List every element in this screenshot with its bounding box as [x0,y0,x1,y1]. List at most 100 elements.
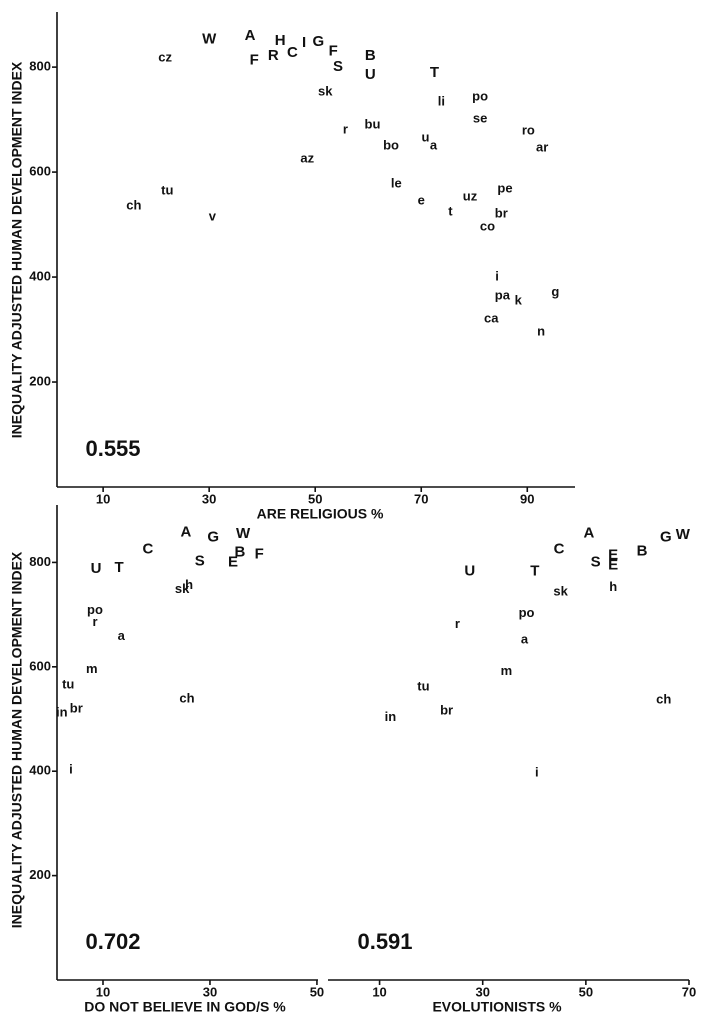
point-label: C [554,540,565,557]
point-label: R [268,47,279,64]
y-axis-label: INEQUALITY ADJUSTED HUMAN DEVELOPMENT IN… [9,61,25,438]
point-label: E [608,557,618,574]
point-label: G [313,33,325,50]
point-label: S [333,58,343,75]
x-tick-label: 10 [96,491,110,506]
point-label: I [302,34,306,51]
point-label: ch [126,198,141,213]
y-tick-label: 200 [29,867,51,882]
point-label: ch [656,692,671,707]
x-tick-label: 30 [202,491,216,506]
point-label: T [430,64,439,81]
point-label: ar [536,139,548,154]
point-label: W [202,30,217,47]
point-label: F [250,51,259,68]
x-tick-label: 70 [414,491,428,506]
y-tick-label: 800 [29,59,51,74]
point-label: i [69,762,73,777]
point-label: a [118,628,126,643]
point-label: i [535,765,539,780]
point-label: G [207,528,219,545]
point-label: T [530,562,539,579]
point-label: H [275,32,286,49]
point-label: G [660,528,672,545]
point-label: bu [365,116,381,131]
point-label: W [676,526,691,543]
point-label: u [422,129,430,144]
point-label: in [385,709,397,724]
point-label: A [584,525,595,542]
point-label: S [195,552,205,569]
x-axis-label: EVOLUTIONISTS % [432,999,562,1015]
point-label: C [287,44,298,61]
point-label: tu [161,182,173,197]
point-label: li [438,94,445,109]
point-label: T [114,559,123,576]
point-label: ro [522,123,535,138]
point-label: sk [318,84,333,99]
annotation: 0.702 [85,929,140,954]
x-tick-label: 90 [520,491,534,506]
point-label: sk [553,584,568,599]
x-axis-label: DO NOT BELIEVE IN GOD/S % [84,999,286,1015]
point-label: k [515,293,523,308]
point-label: n [537,324,545,339]
point-label: r [92,614,97,629]
point-label: bo [383,137,399,152]
point-label: B [365,47,376,64]
point-label: h [185,577,193,592]
x-tick-label: 50 [310,984,324,999]
point-label: ch [179,691,194,706]
point-label: v [209,209,217,224]
y-tick-label: 400 [29,268,51,283]
point-label: m [86,661,98,676]
point-label: r [343,122,348,137]
point-label: e [418,192,425,207]
point-label: A [245,27,256,44]
point-label: m [501,663,513,678]
point-label: S [591,553,601,570]
y-axis-label: INEQUALITY ADJUSTED HUMAN DEVELOPMENT IN… [9,551,25,928]
point-label: F [329,42,338,59]
point-label: tu [62,677,74,692]
x-tick-label: 50 [308,491,322,506]
point-label: a [521,632,529,647]
point-label: r [455,616,460,631]
point-label: F [255,546,264,563]
point-label: se [473,111,487,126]
point-label: po [472,88,488,103]
x-axis-label: ARE RELIGIOUS % [257,506,384,522]
point-label: po [87,602,103,617]
point-label: t [448,203,453,218]
point-label: U [91,560,102,577]
point-label: i [495,268,499,283]
point-label: E [608,547,618,564]
point-label: in [56,705,68,720]
y-tick-label: 400 [29,763,51,778]
point-label: B [637,542,648,559]
x-tick-label: 70 [682,984,696,999]
x-tick-label: 30 [203,984,217,999]
point-label: pe [497,180,512,195]
point-label: az [300,150,314,165]
point-label: br [495,206,508,221]
x-tick-label: 50 [579,984,593,999]
point-label: sk [175,581,190,596]
x-tick-label: 10 [372,984,386,999]
point-label: pa [495,287,511,302]
y-tick-label: 600 [29,658,51,673]
point-label: A [180,524,191,541]
point-label: U [464,562,475,579]
point-label: U [365,66,376,83]
point-label: br [70,701,83,716]
point-label: co [480,219,495,234]
point-label: ca [484,310,499,325]
point-label: le [391,176,402,191]
point-label: g [551,284,559,299]
point-label: br [440,703,453,718]
y-tick-label: 200 [29,373,51,388]
point-label: h [609,579,617,594]
y-tick-label: 600 [29,164,51,179]
annotation: 0.591 [357,929,412,954]
